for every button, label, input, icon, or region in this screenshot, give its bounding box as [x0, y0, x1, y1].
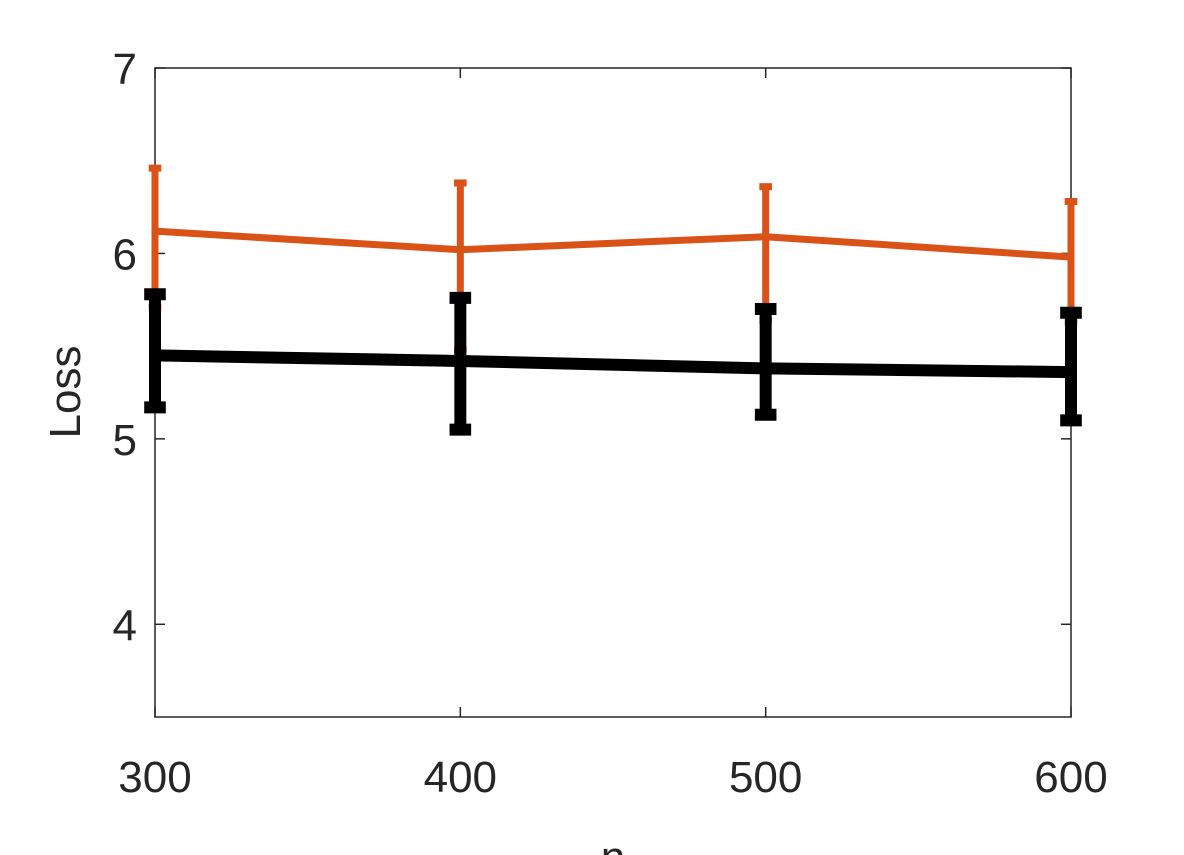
x-tick-label: 500 [729, 753, 802, 802]
y-tick-label: 5 [113, 416, 137, 465]
y-tick-label: 6 [113, 230, 137, 279]
x-tick-label: 600 [1034, 753, 1107, 802]
series-line [154, 349, 1072, 379]
y-tick-label: 7 [113, 45, 137, 94]
plot-frame [154, 67, 1072, 718]
x-tick-label: 400 [424, 753, 497, 802]
y-tick-label: 4 [113, 601, 137, 650]
y-axis-label: Loss [41, 346, 90, 439]
x-axis-label: n [601, 833, 625, 855]
series-line [154, 227, 1072, 261]
x-tick-label: 300 [118, 753, 191, 802]
